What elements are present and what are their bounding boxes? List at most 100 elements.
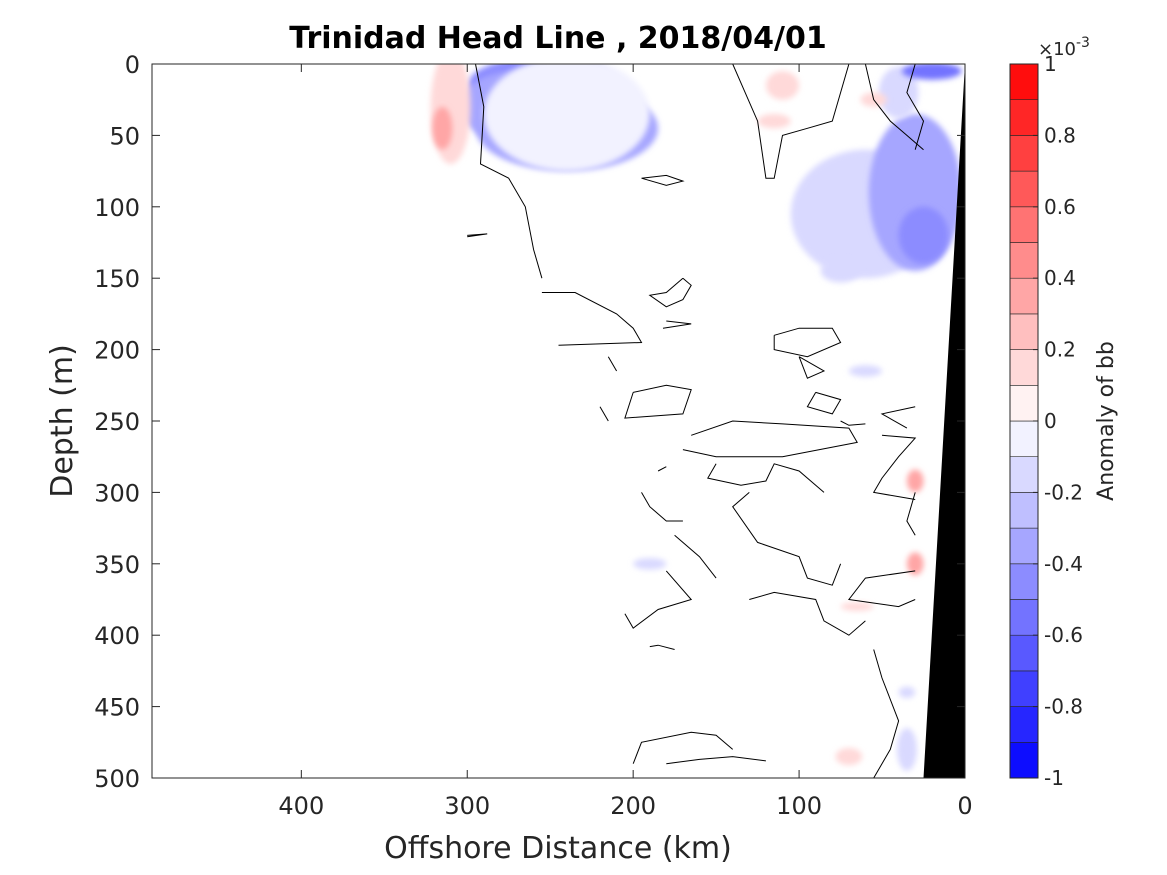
x-axis-label: Offshore Distance (km) xyxy=(384,831,732,866)
colorbar-segment xyxy=(1009,384,1039,422)
chart-title: Trinidad Head Line , 2018/04/01 xyxy=(289,21,826,56)
zero-contour-line xyxy=(773,327,842,358)
colorbar-label: Anomaly of bb xyxy=(1094,341,1119,501)
colorbar-segment xyxy=(1009,456,1039,493)
colorbar-segment xyxy=(1009,99,1039,136)
colorbar-segment xyxy=(1009,563,1039,600)
anomaly-patch xyxy=(901,64,962,80)
colorbar-segment xyxy=(1009,492,1039,529)
colorbar-exponent-base: ×10 xyxy=(1038,39,1076,60)
zero-contour-line xyxy=(666,756,766,765)
zero-contour-line xyxy=(798,356,826,379)
anomaly-patch xyxy=(878,66,919,119)
colorbar-tick-label: -0.6 xyxy=(1044,623,1083,647)
zero-contour-line xyxy=(641,492,683,522)
anomaly-patch xyxy=(430,64,471,164)
zero-contour-line xyxy=(732,492,842,586)
y-tick-label: 400 xyxy=(94,622,140,650)
y-tick-label: 300 xyxy=(94,479,140,507)
zero-contour-line xyxy=(632,731,734,764)
anomaly-patch xyxy=(757,113,791,129)
zero-contour-line xyxy=(732,64,850,179)
y-tick-label: 250 xyxy=(94,408,140,436)
colorbar-tick-label: 0.2 xyxy=(1044,338,1076,362)
y-tick-label: 450 xyxy=(94,694,140,722)
zero-contour-line xyxy=(467,233,488,238)
zero-contour-line xyxy=(906,492,916,536)
colorbar-tick-label: -1 xyxy=(1044,766,1064,790)
colorbar-tick-label: 0.6 xyxy=(1044,195,1076,219)
colorbar-segment xyxy=(1009,63,1039,101)
colorbar-segment xyxy=(1009,170,1039,208)
anomaly-patch xyxy=(483,64,650,172)
zero-contour-line xyxy=(749,591,866,636)
zero-contour-line xyxy=(475,64,543,279)
colorbar-segment xyxy=(1009,670,1039,707)
seafloor-shape xyxy=(923,64,965,778)
anomaly-patch xyxy=(896,728,917,771)
zero-contour-line xyxy=(872,434,917,500)
colorbar-segment xyxy=(1009,527,1039,565)
colorbar-segment xyxy=(1009,420,1039,458)
y-tick-label: 500 xyxy=(94,765,140,793)
zero-contours xyxy=(467,64,925,778)
anomaly-patch xyxy=(898,206,949,264)
colorbar-segment xyxy=(1009,242,1039,279)
colorbar-exponent: ×10-3 xyxy=(1038,35,1090,60)
zero-contour-line xyxy=(624,570,693,629)
colorbar-segment xyxy=(1009,206,1039,243)
anomaly-patch xyxy=(906,469,924,493)
anomaly-patch xyxy=(835,748,863,766)
zero-contour-line xyxy=(641,174,685,186)
colorbar-tick-label: 0.8 xyxy=(1044,123,1076,147)
anomaly-patch xyxy=(432,106,453,150)
colorbar-segment xyxy=(1009,634,1039,672)
anomaly-patches xyxy=(430,64,962,771)
x-axis-ticks: 400 300 200 100 0 xyxy=(278,64,973,820)
anomaly-patch xyxy=(906,552,924,576)
x-tick-label: 100 xyxy=(776,792,822,820)
colorbar-segment xyxy=(1009,741,1039,779)
anomaly-patch xyxy=(820,259,861,283)
zero-contour-line xyxy=(657,466,667,472)
y-tick-label: 350 xyxy=(94,551,140,579)
zero-contour-line xyxy=(906,64,925,150)
y-tick-label: 100 xyxy=(94,194,140,222)
colorbar-segment xyxy=(1009,599,1039,636)
colorbar-segment xyxy=(1009,349,1039,386)
x-tick-label: 200 xyxy=(610,792,656,820)
zero-contour-line xyxy=(649,644,675,650)
colorbar-tick-label: 0.4 xyxy=(1044,266,1076,290)
y-axis-ticks: 0 50 100 150 200 250 300 350 400 450 500 xyxy=(94,51,965,793)
zero-contour-line xyxy=(648,277,692,308)
colorbar-tick-label: -0.4 xyxy=(1044,552,1083,576)
anomaly-patch xyxy=(633,558,667,570)
y-tick-label: 200 xyxy=(94,337,140,365)
colorbar-segment xyxy=(1009,277,1039,315)
x-tick-label: 0 xyxy=(957,792,972,820)
zero-contour-line xyxy=(707,463,825,493)
colorbar xyxy=(1009,63,1039,779)
zero-contour-line xyxy=(624,384,692,419)
colorbar-segment xyxy=(1009,313,1039,350)
colorbar-ticks: -1 -0.8 -0.6 -0.4 -0.2 0 0.2 0.4 0.6 0.8 1 xyxy=(1033,52,1083,790)
zero-contour-line xyxy=(873,649,900,778)
zero-contour-line xyxy=(607,356,618,372)
zero-contour-line xyxy=(880,406,916,429)
x-tick-label: 400 xyxy=(278,792,324,820)
zero-contour-line xyxy=(682,420,858,458)
zero-contour-line xyxy=(662,320,692,329)
zero-contour-line xyxy=(840,420,866,426)
y-tick-label: 0 xyxy=(125,51,140,79)
zero-contour-line xyxy=(541,292,643,346)
colorbar-tick-label: -0.2 xyxy=(1044,480,1083,504)
y-tick-label: 150 xyxy=(94,265,140,293)
zero-contour-line xyxy=(674,534,717,579)
zero-contour-line xyxy=(806,391,842,415)
zero-contour-line xyxy=(847,570,916,608)
colorbar-segment xyxy=(1009,706,1039,743)
colorbar-tick-label: -0.8 xyxy=(1044,695,1083,719)
colorbar-segment xyxy=(1009,135,1039,172)
anomaly-patch xyxy=(765,71,800,100)
